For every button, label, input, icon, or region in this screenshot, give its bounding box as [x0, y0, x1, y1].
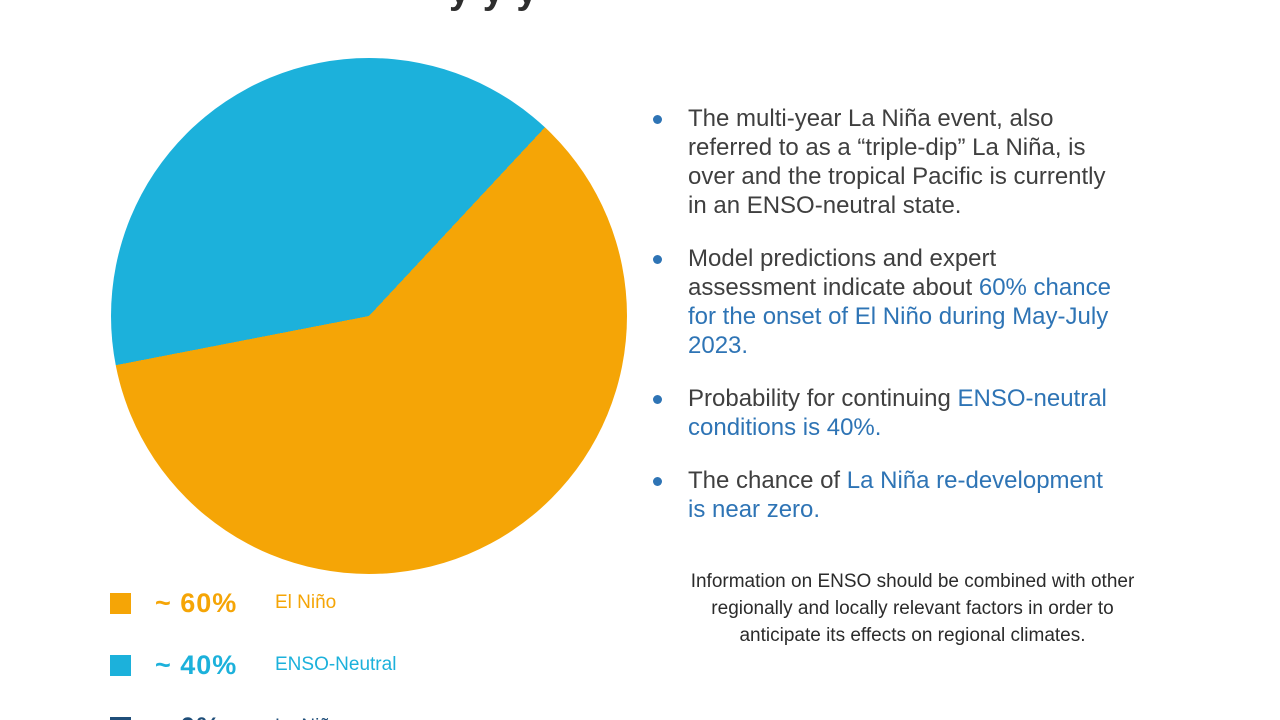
- bullet-line: The chance of La Niña re-development: [688, 466, 1103, 495]
- bullet-text: The multi-year La Niña event, also referr…: [688, 104, 1106, 220]
- bullet-line: is near zero.: [688, 495, 1103, 524]
- text-segment: for the onset of El Niño during May-July: [688, 303, 1109, 330]
- title-descender-glyphs: y y y: [449, 0, 539, 13]
- bullet-line: assessment indicate about 60% chance: [688, 273, 1111, 302]
- legend-swatch-icon: [110, 592, 131, 614]
- bullet-line: referred to as a “triple-dip” La Niña, i…: [688, 133, 1106, 162]
- bullet-line: 2023.: [688, 331, 1111, 360]
- bullet-line: Model predictions and expert: [688, 244, 1111, 273]
- bullet-line: over and the tropical Pacific is current…: [688, 162, 1106, 191]
- text-segment: 2023.: [688, 332, 749, 359]
- text-segment: conditions is 40%.: [688, 414, 882, 441]
- text-segment: La Niña re-development: [846, 467, 1103, 494]
- bullet-item: Probability for continuing ENSO-neutral c…: [653, 384, 1198, 442]
- legend-value: ~ 0%: [155, 712, 275, 720]
- bullet-item: The multi-year La Niña event, also referr…: [653, 104, 1198, 220]
- footnote: Information on ENSO should be combined w…: [660, 568, 1165, 649]
- bullet-line: Probability for continuing ENSO-neutral: [688, 384, 1107, 413]
- legend-swatch-icon: [110, 654, 131, 676]
- text-segment: ENSO-neutral: [957, 385, 1107, 412]
- legend-value: ~ 60%: [155, 587, 238, 618]
- legend-item-el-nino: ~ 60% El Niño: [110, 587, 396, 618]
- legend-item-la-nina: ~ 0% La Niña: [110, 712, 396, 720]
- footnote-line: regionally and locally relevant factors …: [711, 598, 1114, 619]
- bullet-line: conditions is 40%.: [688, 413, 1107, 442]
- text-segment: assessment indicate about: [688, 274, 979, 301]
- bullet-dot-icon: [653, 255, 662, 264]
- bullet-list: The multi-year La Niña event, also referr…: [653, 104, 1198, 548]
- footnote-line: Information on ENSO should be combined w…: [690, 571, 1135, 592]
- cropped-title-descenders: y y y: [449, 0, 589, 15]
- bullet-line: for the onset of El Niño during May-July: [688, 302, 1111, 331]
- text-segment: referred to as a “triple-dip” La Niña, i…: [688, 134, 1086, 161]
- pie-legend: ~ 60% El Niño ~ 40% ENSO-Neutral ~ 0% La…: [110, 587, 397, 720]
- text-segment: Model predictions and expert: [688, 245, 997, 272]
- bullet-dot-icon: [653, 395, 662, 404]
- text-segment: The chance of: [688, 467, 847, 494]
- text-segment: The multi-year La Niña event, also: [688, 105, 1054, 132]
- bullet-item: Model predictions and expert assessment i…: [653, 244, 1198, 360]
- bullet-dot-icon: [653, 115, 662, 124]
- legend-value: ~ 40%: [155, 649, 238, 680]
- bullet-line: The multi-year La Niña event, also: [688, 104, 1106, 133]
- bullet-item: The chance of La Niña re-development is n…: [653, 466, 1198, 524]
- pie-chart: [111, 58, 627, 574]
- bullet-line: in an ENSO-neutral state.: [688, 191, 1106, 220]
- legend-item-enso-neutral: ~ 40% ENSO-Neutral: [110, 649, 397, 680]
- text-segment: is near zero.: [688, 496, 821, 523]
- legend-label: La Niña: [275, 716, 341, 720]
- bullet-text: Probability for continuing ENSO-neutral c…: [688, 384, 1107, 442]
- text-segment: over and the tropical Pacific is current…: [688, 163, 1106, 190]
- footnote-line: anticipate its effects on regional clima…: [739, 625, 1086, 646]
- text-segment: Probability for continuing: [688, 385, 958, 412]
- legend-swatch-icon: [110, 716, 131, 720]
- bullet-dot-icon: [653, 477, 662, 486]
- text-segment: 60% chance: [978, 274, 1111, 301]
- legend-label: ENSO-Neutral: [275, 654, 397, 675]
- legend-label: El Niño: [275, 592, 337, 613]
- bullet-text: Model predictions and expert assessment i…: [688, 244, 1111, 360]
- bullet-text: The chance of La Niña re-development is n…: [688, 466, 1103, 524]
- text-segment: in an ENSO-neutral state.: [688, 192, 962, 219]
